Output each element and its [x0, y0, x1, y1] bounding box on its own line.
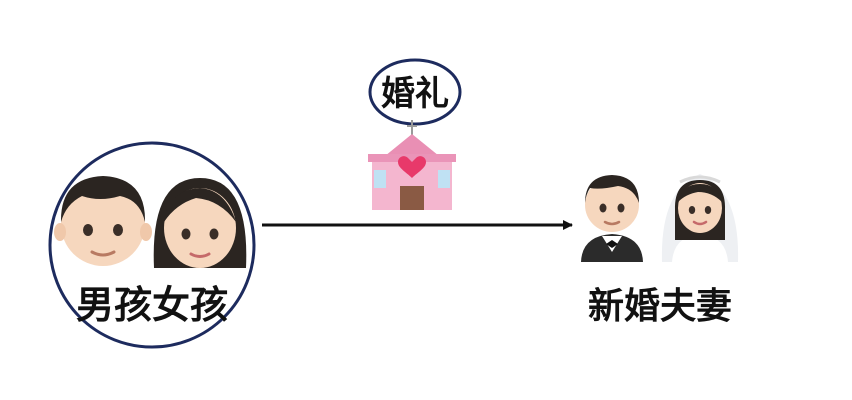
bride-icon [661, 174, 739, 262]
event-label: 婚礼 [381, 74, 449, 114]
wedding-chapel-icon [368, 120, 456, 210]
girl-face-icon [153, 178, 247, 268]
start-node: 男孩女孩 [48, 141, 256, 349]
event-label-oval [368, 58, 462, 126]
start-label: 男孩女孩 [76, 283, 228, 327]
end-label: 新婚夫妻 [588, 286, 732, 327]
groom-icon [581, 175, 643, 262]
boy-face-icon [54, 176, 152, 266]
end-node: 新婚夫妻 [581, 174, 739, 327]
start-circle [48, 141, 256, 349]
event-node: 婚礼 [368, 58, 462, 210]
